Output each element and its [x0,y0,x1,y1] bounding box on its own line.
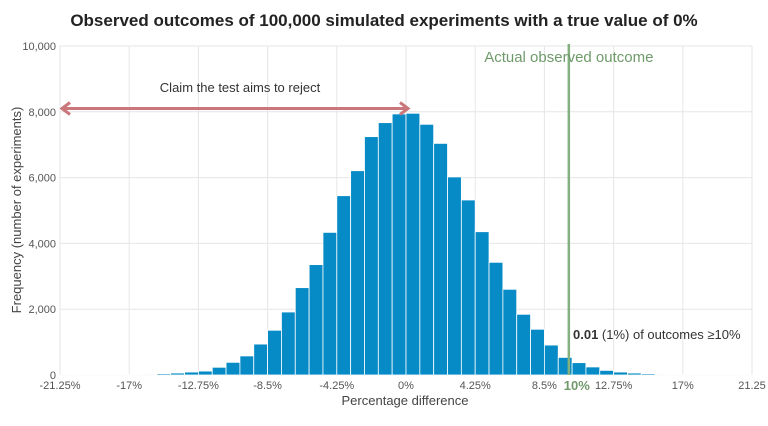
x-tick-label: -17% [116,380,142,392]
y-tick-label: 8,000 [28,107,56,119]
claim-arrow [62,103,408,115]
x-tick-label: -8.5% [253,380,282,392]
observed-outcome-label: Actual observed outcome [484,49,653,66]
histogram-bar [337,196,351,375]
histogram-bar [531,329,545,375]
histogram-bar [364,137,378,375]
histogram-bar [240,356,254,375]
histogram-bar [655,374,669,375]
histogram-bar [517,314,531,375]
x-tick-label: 12.75% [595,380,633,392]
x-tick-label: -21.25% [40,380,81,392]
x-tick-label: -4.25% [319,380,354,392]
tail-note: 0.01 (1%) of outcomes ≥10% [573,327,741,342]
histogram-bar [614,372,628,375]
histogram-bar [544,345,558,375]
y-axis-label: Frequency (number of experiments) [9,107,24,314]
histogram-bar [212,367,226,375]
histogram-bar [600,370,614,375]
histogram-bar [295,288,309,375]
y-tick-label: 4,000 [28,238,56,250]
histogram-bar [572,363,586,375]
histogram-bar [448,177,462,375]
x-tick-label: 17% [672,380,694,392]
histogram-bar [171,373,185,375]
histogram-bar [586,367,600,375]
observed-outcome-tick-label: 10% [564,378,590,393]
chart-title: Observed outcomes of 100,000 simulated e… [70,11,697,30]
histogram-bar [198,371,212,375]
histogram-bar [185,372,199,375]
histogram-bar [434,143,448,375]
histogram-bar [420,124,434,375]
x-tick-label: 21.25 [738,380,766,392]
x-axis-label: Percentage difference [342,393,469,408]
histogram-bar [378,123,392,375]
histogram-bar [392,114,406,375]
histogram-bar [254,344,268,375]
histogram-bar [281,312,295,375]
histogram-bar [406,113,420,375]
tail-note-text: (1%) of outcomes ≥10% [598,327,741,342]
x-tick-label: 4.25% [460,380,491,392]
histogram-bar [351,171,365,375]
y-tick-label: 6,000 [28,173,56,185]
histogram-bar [641,374,655,375]
histogram-bar [309,265,323,375]
histogram-bar [503,289,517,375]
histogram-bar [323,232,337,375]
histogram-bar [157,374,171,375]
x-tick-label: 0% [398,380,414,392]
histogram-bar [268,330,282,375]
tail-note-value: 0.01 [573,327,598,342]
histogram-bar [226,362,240,375]
histogram-bar [461,200,475,375]
claim-label: Claim the test aims to reject [160,80,321,95]
y-tick-label: 2,000 [28,304,56,316]
x-tick-label: 8.5% [532,380,557,392]
histogram-bar [627,373,641,375]
y-tick-label: 10,000 [22,41,56,53]
histogram-bar [143,374,157,375]
histogram-bar [475,232,489,375]
x-axis-ticks: -21.25% -17% -12.75% -8.5% -4.25% 0% 4.25% 8.5%… [40,380,766,392]
x-tick-label: -12.75% [178,380,219,392]
histogram-bar [489,262,503,375]
